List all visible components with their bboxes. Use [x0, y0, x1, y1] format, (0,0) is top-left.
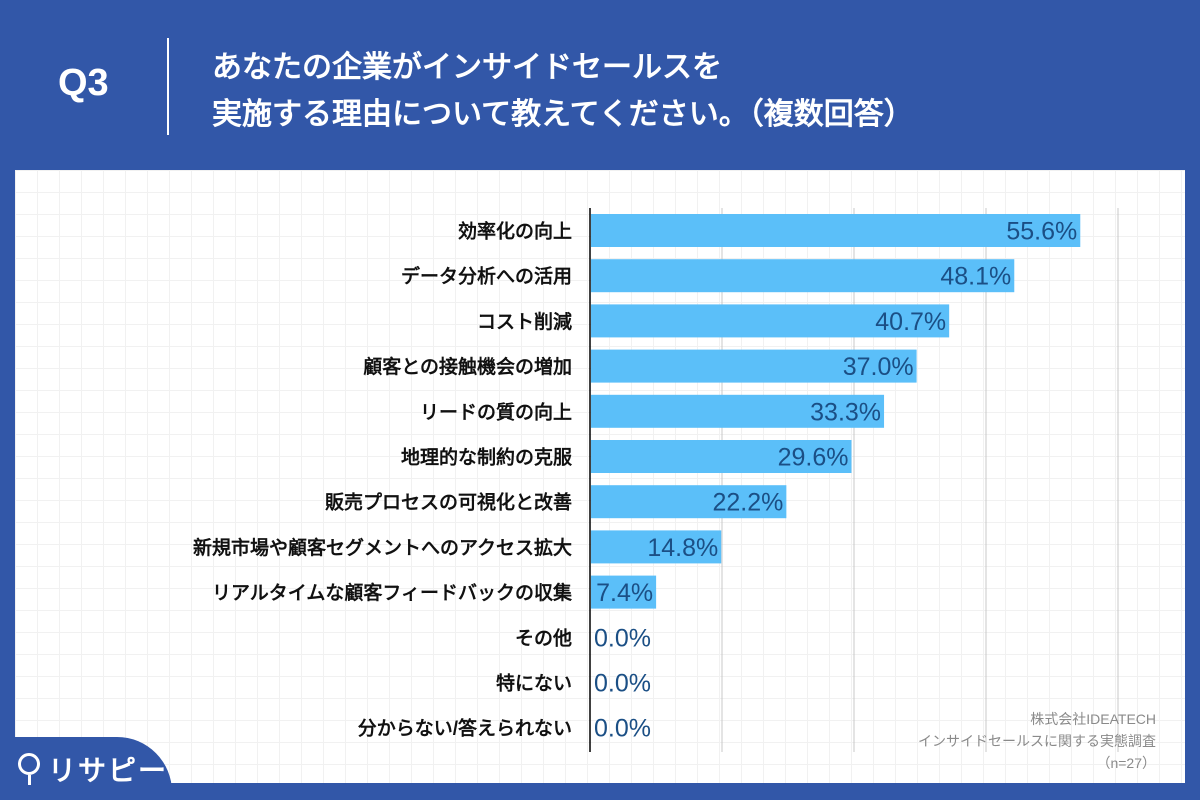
- value-label: 7.4%: [596, 579, 653, 607]
- value-label: 14.8%: [647, 534, 718, 562]
- bar: [591, 214, 1081, 247]
- title-line-1: あなたの企業がインサイドセールスを: [212, 51, 722, 84]
- category-label: 顧客との接触機会の増加: [363, 355, 572, 378]
- value-label: 0.0%: [594, 715, 651, 743]
- value-label: 37.0%: [843, 353, 914, 381]
- value-label: 33.3%: [810, 398, 881, 426]
- category-label: 地理的な制約の克服: [401, 446, 573, 469]
- category-label: 分からない/答えられない: [358, 717, 572, 740]
- source-survey: インサイドセールスに関する実態調査: [918, 733, 1156, 749]
- value-label: 22.2%: [712, 489, 783, 517]
- logo: リサピー: [0, 737, 172, 800]
- bar: [591, 485, 787, 519]
- value-label: 0.0%: [594, 670, 651, 698]
- category-label: 販売プロセスの可視化と改善: [325, 491, 572, 514]
- category-label: 特にない: [496, 673, 572, 695]
- category-label: 新規市場や顧客セグメントへのアクセス拡大: [193, 536, 572, 559]
- value-label: 40.7%: [875, 308, 946, 336]
- bar: [591, 259, 1015, 293]
- category-label: リアルタイムな顧客フィードバックの収集: [212, 581, 573, 604]
- bar: [591, 349, 917, 383]
- page-title: あなたの企業がインサイドセールスを 実施する理由について教えてください。（複数回…: [212, 44, 914, 138]
- bar: [591, 304, 950, 338]
- value-label: 0.0%: [594, 624, 651, 652]
- category-label: データ分析への活用: [401, 265, 572, 288]
- sample-size: （n=27）: [1096, 755, 1156, 771]
- question-number: Q3: [58, 62, 109, 104]
- header-divider: [167, 38, 169, 135]
- logo-pin-icon: [18, 753, 40, 785]
- category-label: コスト削減: [477, 310, 572, 333]
- value-label: 55.6%: [1006, 218, 1077, 246]
- source-note: 株式会社IDEATECH インサイドセールスに関する実態調査 （n=27）: [918, 708, 1156, 774]
- bar: [591, 575, 657, 609]
- bar: [591, 440, 852, 473]
- logo-text: リサピー: [48, 755, 169, 786]
- category-label: 効率化の向上: [458, 220, 572, 243]
- source-company: 株式会社IDEATECH: [1030, 711, 1156, 727]
- category-label: その他: [515, 626, 572, 649]
- value-label: 29.6%: [778, 444, 849, 472]
- title-line-2: 実施する理由について教えてください。（複数回答）: [212, 98, 914, 131]
- bar: [591, 530, 722, 564]
- bar: [591, 394, 885, 428]
- value-label: 48.1%: [940, 263, 1011, 291]
- category-label: リードの質の向上: [420, 400, 572, 423]
